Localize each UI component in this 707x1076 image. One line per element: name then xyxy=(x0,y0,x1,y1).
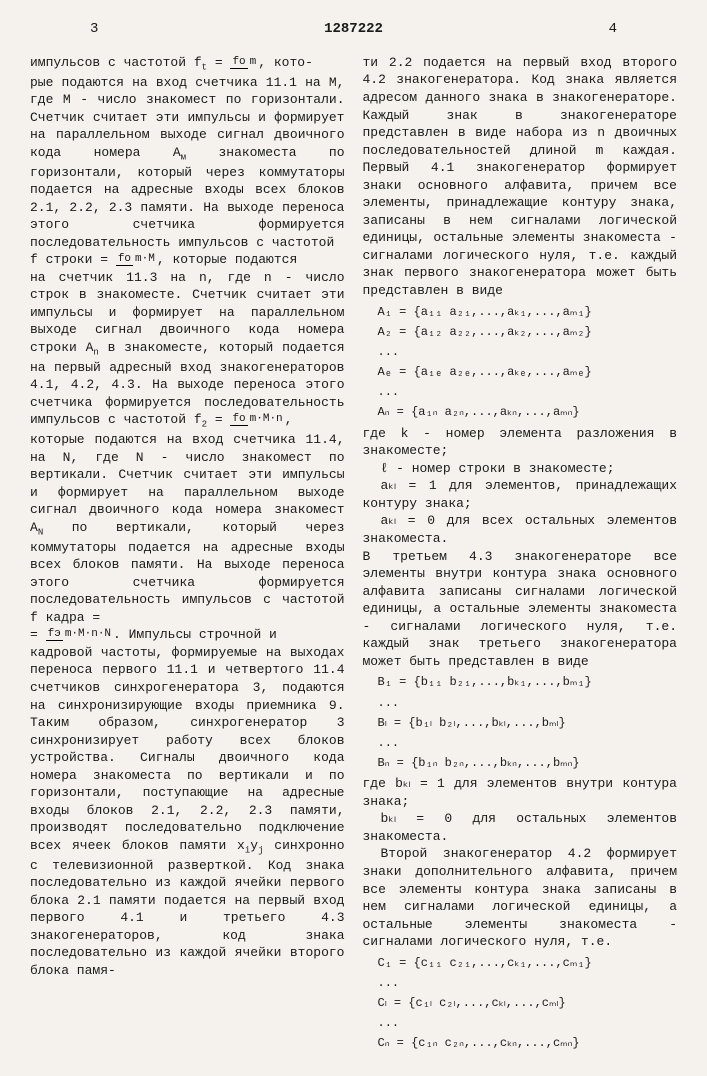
denominator: m·M xyxy=(133,253,157,265)
fraction: fоm xyxy=(230,57,258,68)
text: = xyxy=(30,627,46,642)
page-number-right: 4 xyxy=(609,20,617,39)
equation: Bₗ = {b₁ₗ b₂ₗ,...,bₖₗ,...,bₘₗ} xyxy=(378,715,678,731)
denominator: m·M·n·N xyxy=(63,628,113,640)
text: по вертикали, который через коммутаторы … xyxy=(30,520,345,625)
equation: Aₑ = {a₁ₑ a₂ₑ,...,aₖₑ,...,aₘₑ} xyxy=(378,364,678,380)
text: . Импульсы строчной и xyxy=(113,627,277,642)
text: = xyxy=(207,412,230,427)
equation-dots: ... xyxy=(378,735,678,751)
denominator: m·M·n xyxy=(248,413,285,425)
equation: A₂ = {a₁₂ a₂₂,...,aₖ₂,...,aₘ₂} xyxy=(378,324,678,340)
numerator: fо xyxy=(230,413,247,426)
page-header: 3 1287222 4 xyxy=(30,20,677,39)
where-clause: где bₖₗ = 1 для элементов внутри контура… xyxy=(363,775,678,810)
right-column: ти 2.2 подается на первый вход второго 4… xyxy=(363,54,678,1056)
equation-dots: ... xyxy=(378,975,678,991)
where-clause: aₖₗ = 0 для всех остальных элементов зна… xyxy=(363,512,678,547)
equation: B₁ = {b₁₁ b₂₁,...,bₖ₁,...,bₘ₁} xyxy=(378,674,678,690)
document-page: 3 1287222 4 импульсов с частотой ft = fо… xyxy=(30,20,677,1056)
paragraph: на счетчик 11.3 на n, где n - число стро… xyxy=(30,269,345,431)
fraction: fэm·M·n·N xyxy=(46,629,113,640)
fraction: fоm·M xyxy=(116,254,157,265)
where-clause: bₖₗ = 0 для остальных элементов знакомес… xyxy=(363,810,678,845)
equation: Aₙ = {a₁ₙ a₂ₙ,...,aₖₙ,...,aₘₙ} xyxy=(378,404,678,420)
equation: A₁ = {a₁₁ a₂₁,...,aₖ₁,...,aₘ₁} xyxy=(378,304,678,320)
document-number: 1287222 xyxy=(324,20,383,39)
text: = xyxy=(207,55,230,70)
page-number-left: 3 xyxy=(90,20,98,39)
where-clause: где k - номер элемента разложения в знак… xyxy=(363,425,678,460)
paragraph: f строки = fоm·M, которые подаются xyxy=(30,251,345,269)
text: знакоместа по горизонтали, который через… xyxy=(30,145,345,250)
equation: Bₙ = {b₁ₙ b₂ₙ,...,bₖₙ,...,bₘₙ} xyxy=(378,755,678,771)
equation-dots: ... xyxy=(378,344,678,360)
paragraph: ти 2.2 подается на первый вход второго 4… xyxy=(363,54,678,300)
text: , кото- xyxy=(258,55,313,70)
equation: Cₙ = {c₁ₙ c₂ₙ,...,cₖₙ,...,cₘₙ} xyxy=(378,1035,678,1051)
paragraph: которые подаются на вход счетчика 11.4, … xyxy=(30,431,345,626)
text: y xyxy=(250,838,258,853)
paragraph: импульсов с частотой ft = fоm, кото- xyxy=(30,54,345,74)
paragraph: рые подаются на вход счетчика 11.1 на М,… xyxy=(30,74,345,252)
numerator: fо xyxy=(116,253,133,266)
text: синхронно с телевизионной разверткой. Ко… xyxy=(30,838,345,978)
fraction: fоm·M·n xyxy=(230,414,284,425)
numerator: fо xyxy=(230,56,247,69)
paragraph: В третьем 4.3 знакогенераторе все элемен… xyxy=(363,548,678,671)
equation: C₁ = {c₁₁ c₂₁,...,cₖ₁,...,cₘ₁} xyxy=(378,955,678,971)
text: , xyxy=(285,412,293,427)
text: кадровой частоты, формируемые на выходах… xyxy=(30,645,345,853)
equation-dots: ... xyxy=(378,695,678,711)
denominator: m xyxy=(248,56,259,68)
text: , которые подаются xyxy=(157,252,297,267)
equation-dots: ... xyxy=(378,1015,678,1031)
equation: Cₗ = {c₁ₗ c₂ₗ,...,cₖₗ,...,cₘₗ} xyxy=(378,995,678,1011)
where-clause: aₖₗ = 1 для элементов, принадлежащих кон… xyxy=(363,477,678,512)
equation-dots: ... xyxy=(378,384,678,400)
paragraph: = fэm·M·n·N. Импульсы строчной и xyxy=(30,626,345,644)
paragraph: Второй знакогенератор 4.2 формирует знак… xyxy=(363,845,678,950)
numerator: fэ xyxy=(46,628,63,641)
text: импульсов с частотой f xyxy=(30,55,202,70)
paragraph: кадровой частоты, формируемые на выходах… xyxy=(30,644,345,980)
left-column: импульсов с частотой ft = fоm, кото- рые… xyxy=(30,54,345,1056)
text: f строки = xyxy=(30,252,116,267)
where-clause: ℓ - номер строки в знакоместе; xyxy=(363,460,678,478)
text-columns: импульсов с частотой ft = fоm, кото- рые… xyxy=(30,54,677,1056)
